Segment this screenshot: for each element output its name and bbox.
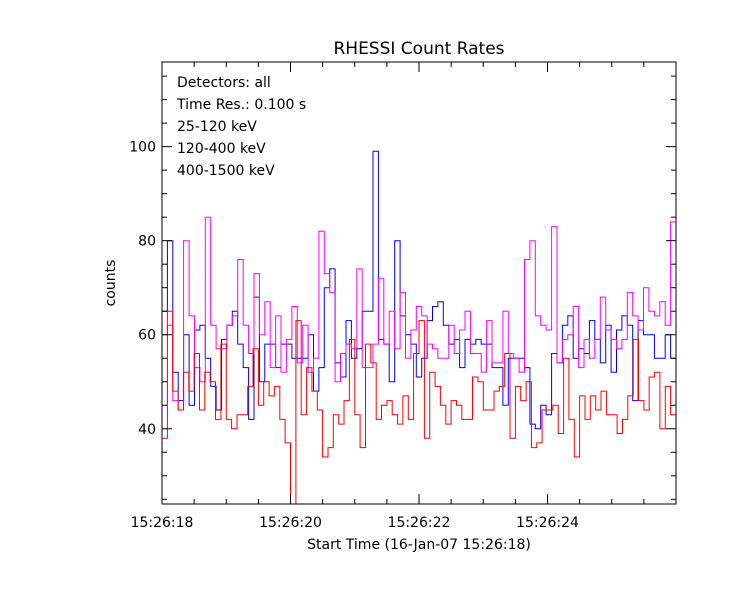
x-tick-label: 15:26:24 [516, 515, 579, 531]
y-tick-label: 60 [138, 328, 156, 344]
x-tick-label: 15:26:18 [131, 515, 194, 531]
annotation-detectors: Detectors: all [177, 75, 271, 91]
legend-entry-120-400: 120-400 keV [177, 141, 266, 157]
series-line-2 [162, 310, 676, 505]
y-tick-label: 100 [129, 140, 156, 156]
x-axis-label: Start Time (16-Jan-07 15:26:18) [307, 537, 531, 553]
annotation-time-res: Time Res.: 0.100 s [176, 97, 306, 113]
legend-entry-400-1500: 400-1500 keV [177, 163, 275, 179]
y-tick-label: 80 [138, 234, 156, 250]
ticks-layer: 40 60 80 100 15:26:18 15:26:20 15:26:22 15:26:2… [129, 62, 676, 531]
chart-title: RHESSI Count Rates [333, 39, 504, 59]
y-axis-label: counts [103, 260, 119, 307]
x-tick-label: 15:26:20 [259, 515, 322, 531]
y-tick-label: 40 [138, 422, 156, 438]
x-tick-label: 15:26:22 [388, 515, 451, 531]
series-line-1 [162, 216, 676, 411]
series-line-0 [162, 150, 676, 430]
legend-entry-25-120: 25-120 keV [177, 119, 257, 135]
series-layer [162, 150, 676, 505]
